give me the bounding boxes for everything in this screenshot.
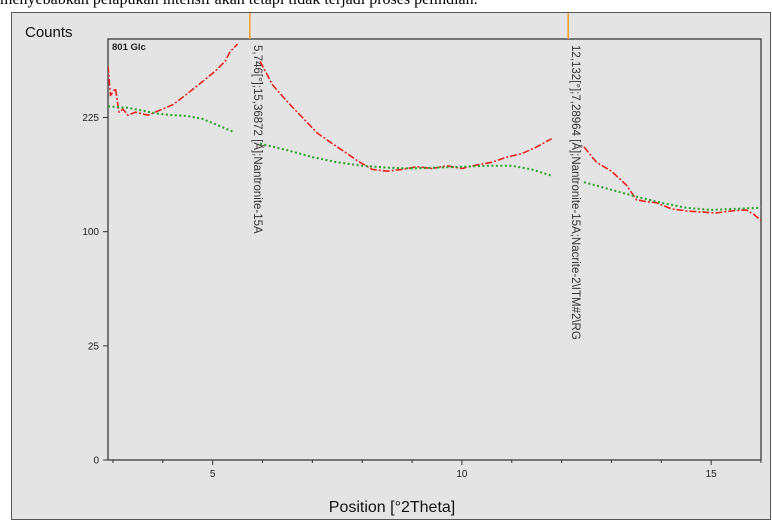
reference-label: 12,132[°];7,28964 [Å];Nantronite-15A;Nac… [569,45,582,340]
plot-area: 0 25 100 225 5 10 15 801 Glc 5,746[°];15,36872 [… [82,13,762,480]
background-line [259,142,552,177]
measured-pattern-line [259,60,552,172]
xrd-chart: Counts 0 25 100 225 5 10 15 801 Glc 5,746[°];15,… [25,13,762,516]
y-tick-label: 0 [93,456,99,467]
plot-box [107,38,762,461]
series-group [108,43,761,222]
y-axis-label: Counts [25,24,73,41]
measured-pattern-line [583,146,761,222]
caption-text: menyebabkan pelapukan intensif akan teta… [0,0,772,9]
y-tick-label: 225 [82,113,99,124]
background-line [583,181,761,211]
chart-frame: Counts 0 25 100 225 5 10 15 801 Glc 5,746[°];15,… [11,12,771,520]
sample-label: 801 Glc [112,42,146,53]
y-tick-label: 25 [88,341,100,352]
measured-pattern-line [108,43,239,116]
x-tick-label: 5 [210,469,216,480]
x-tick-label: 15 [706,469,718,480]
x-axis-label: Position [°2Theta] [329,499,455,516]
y-tick-label: 100 [82,227,99,238]
reference-label: 5,746[°];15,36872 [Å];Nantronite-15A [251,45,264,234]
background-line [108,105,233,133]
x-tick-label: 10 [456,469,468,480]
